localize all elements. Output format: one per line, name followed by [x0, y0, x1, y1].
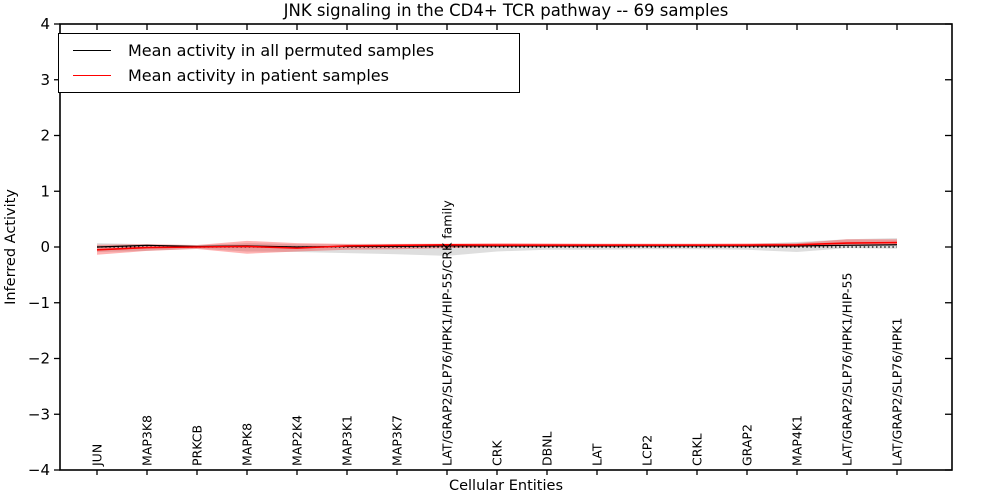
patient-mean-line	[96, 241, 898, 251]
legend-label-patient: Mean activity in patient samples	[128, 66, 389, 85]
y-tick-label: 3	[40, 71, 50, 89]
legend-label-permuted: Mean activity in all permuted samples	[128, 41, 435, 60]
x-axis-label: Cellular Entities	[448, 478, 564, 494]
y-tick-label: 0	[40, 238, 50, 256]
y-tick-label: −4	[28, 461, 50, 479]
patient-line-swatch	[73, 75, 111, 76]
legend: Mean activity in all permuted samples Me…	[58, 33, 520, 93]
y-tick-label: 2	[40, 127, 50, 145]
x-category-label: MAPK8	[240, 423, 255, 466]
chart-title: JNK signaling in the CD4+ TCR pathway --…	[283, 1, 729, 20]
legend-item-permuted: Mean activity in all permuted samples	[59, 41, 519, 60]
patient-band	[97, 239, 897, 255]
x-category-label: JUN	[90, 444, 105, 467]
x-category-label: MAP2K4	[290, 415, 305, 466]
x-category-label: LAT	[590, 443, 605, 466]
x-category-label: LCP2	[640, 435, 655, 466]
y-tick-label: 4	[40, 15, 50, 33]
x-category-label: PRKCB	[190, 425, 205, 466]
x-category-label: MAP3K8	[140, 415, 155, 466]
y-axis-label: Inferred Activity	[3, 189, 19, 305]
x-category-label: LAT/GRAP2/SLP76/HPK1/HIP-55/CRK family	[440, 200, 455, 466]
x-category-label: LAT/GRAP2/SLP76/HPK1/HIP-55	[840, 273, 855, 466]
legend-item-patient: Mean activity in patient samples	[59, 66, 519, 85]
x-category-label: MAP3K7	[390, 415, 405, 466]
y-tick-label: −3	[28, 405, 50, 423]
x-category-label: CRK	[490, 440, 505, 466]
x-category-label: MAP3K1	[340, 415, 355, 466]
x-category-label: CRKL	[690, 433, 705, 466]
permuted-band	[97, 238, 897, 256]
y-tick-label: 1	[40, 182, 50, 200]
permuted-line-swatch	[73, 50, 111, 51]
x-category-label: LAT/GRAP2/SLP76/HPK1	[890, 318, 905, 466]
x-category-label: DBNL	[540, 431, 555, 466]
x-category-label: MAP4K1	[790, 415, 805, 466]
x-category-label: GRAP2	[740, 424, 755, 466]
y-tick-label: −2	[28, 350, 50, 368]
y-tick-label: −1	[28, 294, 50, 312]
